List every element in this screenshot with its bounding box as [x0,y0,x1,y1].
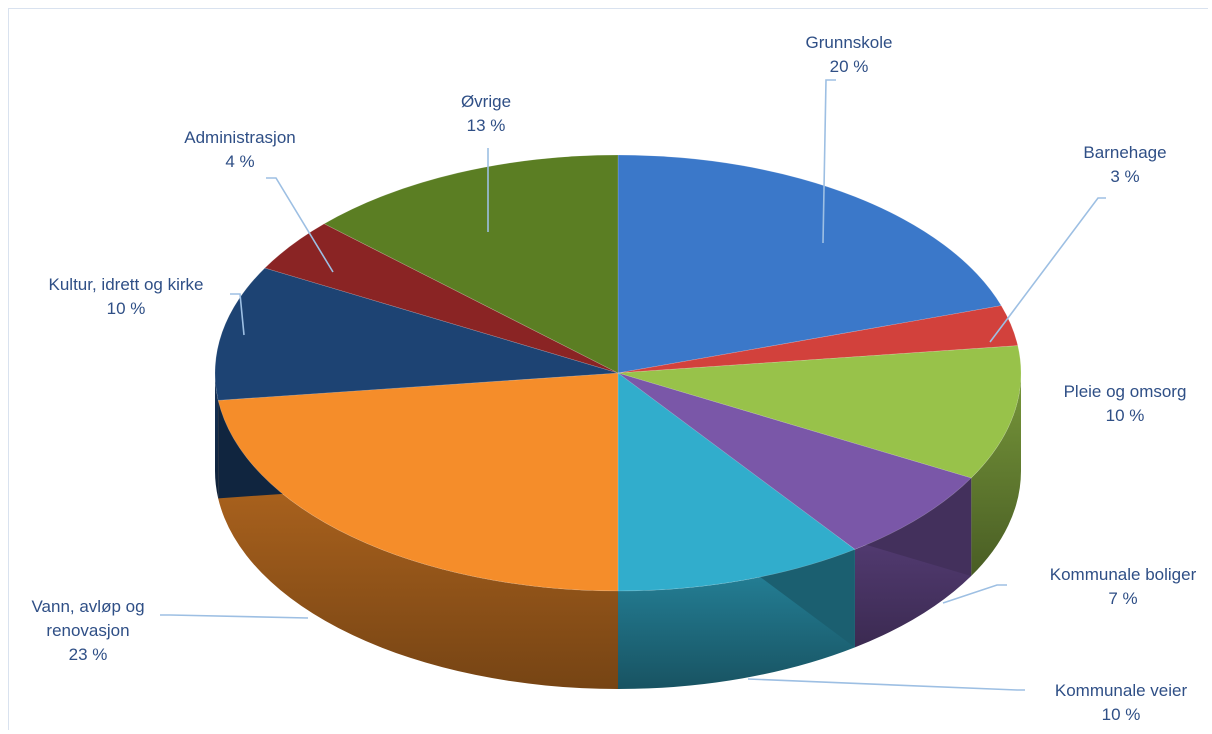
slice-label-line: Grunnskole [806,33,893,52]
slice-kommunale-veier[interactable] [617,372,856,592]
slice-label-line: Barnehage [1083,143,1166,162]
slice-label-6: Kultur, idrett og kirke 10 % [49,275,204,318]
leader-line-6 [230,293,245,336]
slice-label-line: renovasjon [46,621,129,640]
slice-value-label: 7 % [1108,589,1137,608]
slice-label-4: Kommunale veier 10 % [1055,681,1188,724]
leader-line-3 [942,584,1007,604]
slice-side-6 [215,373,219,499]
leader-line-4 [747,678,1025,691]
slice-label-line: Administrasjon [184,128,296,147]
slice-label-7: Administrasjon 4 % [184,128,296,171]
slice-vrige[interactable] [323,154,619,374]
slice-label-3: Kommunale boliger 7 % [1050,565,1197,608]
slice-grunnskole[interactable] [617,154,1002,374]
slice-label-line: Øvrige [461,92,511,111]
slice-label-line: Kultur, idrett og kirke [49,275,204,294]
slice-label-8: Øvrige 13 % [461,92,511,135]
slice-administrasjon[interactable] [264,223,619,374]
slice-side-2 [971,373,1021,577]
slice-barnehage[interactable] [617,305,1019,374]
slice-label-5: Vann, avløp og renovasjon 23 % [31,597,144,664]
slice-label-2: Pleie og omsorg 10 % [1064,382,1187,425]
slice-value-label: 20 % [830,57,869,76]
slice-label-1: Barnehage 3 % [1083,143,1166,186]
leader-lines [160,79,1106,691]
slice-value-label: 10 % [107,299,146,318]
slice-value-label: 23 % [69,645,108,664]
slice-label-0: Grunnskole 20 % [806,33,893,76]
slice-vann-avl-p-og-renovasjon[interactable] [217,372,619,592]
slice-labels: Grunnskole 20 % Barnehage 3 % Pleie og omsor… [31,33,1196,724]
leader-line-1 [989,197,1106,343]
leader-line-5 [160,614,309,619]
slice-pleie-og-omsorg[interactable] [617,345,1022,479]
slice-label-line: Kommunale veier [1055,681,1188,700]
slice-value-label: 4 % [225,152,254,171]
slice-label-line: Pleie og omsorg [1064,382,1187,401]
slice-kommunale-boliger[interactable] [617,372,972,550]
pie-tops [214,154,1022,592]
slice-label-line: Kommunale boliger [1050,565,1197,584]
slice-value-label: 10 % [1106,406,1145,425]
slice-label-line: Vann, avløp og [31,597,144,616]
slice-value-label: 13 % [467,116,506,135]
slice-side-5 [218,400,618,689]
slice-value-label: 3 % [1110,167,1139,186]
slice-kultur-idrett-og-kirke[interactable] [214,267,619,401]
leader-line-0 [822,79,836,244]
leader-line-7 [266,177,334,273]
slice-value-label: 10 % [1102,705,1141,724]
chart-frame [8,8,1208,730]
